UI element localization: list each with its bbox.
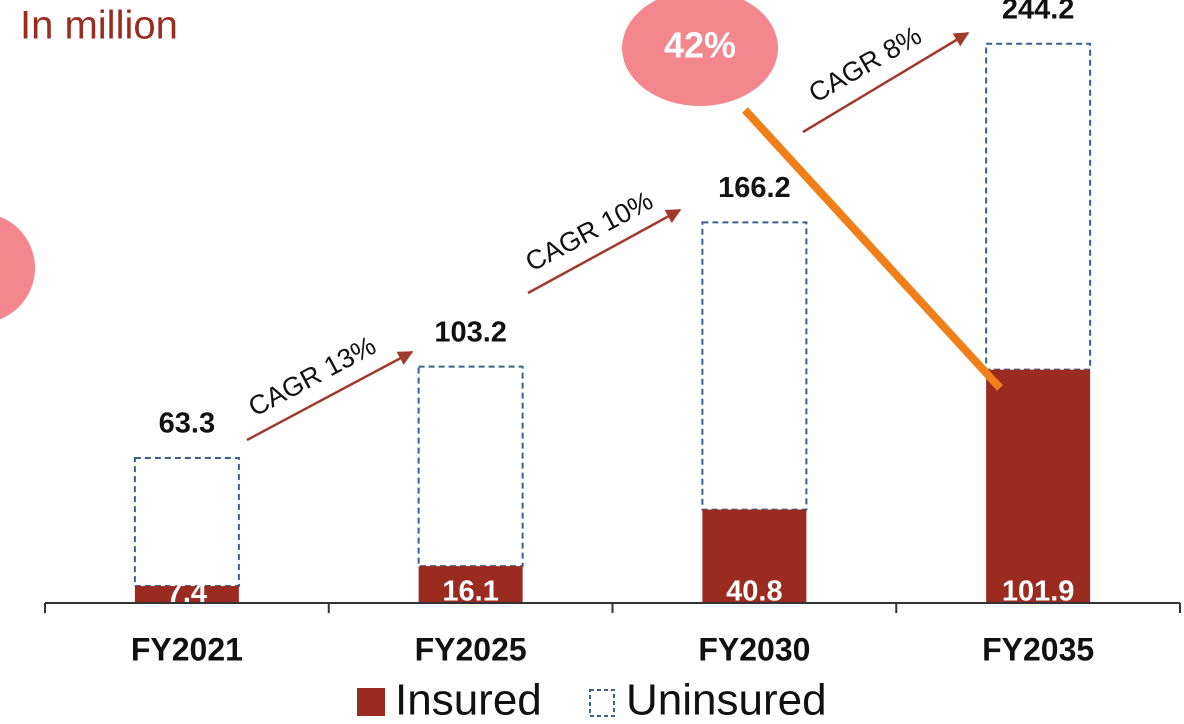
bar-segment	[133, 457, 240, 588]
x-tick-label: FY2025	[415, 631, 527, 667]
arrow	[527, 208, 682, 295]
annotation: CAGR 10%	[520, 185, 657, 277]
total-label: 166.2	[718, 172, 791, 204]
decor-line	[742, 107, 1003, 391]
bar-segment	[417, 365, 524, 568]
arrow	[246, 350, 414, 442]
legend-label: Insured	[395, 676, 542, 724]
x-tick-label: FY2021	[131, 631, 243, 667]
x-tick-label: FY2035	[982, 631, 1094, 667]
annotation: 42%	[664, 25, 736, 66]
bar-segment	[701, 221, 808, 511]
total-label: 63.3	[159, 408, 215, 440]
decor-circle	[622, 0, 778, 106]
legend-swatch	[357, 688, 385, 716]
value-label: 7.4	[167, 577, 207, 609]
legend-swatch	[589, 689, 615, 717]
bar-segment	[418, 566, 523, 603]
annotation: CAGR 13%	[243, 330, 380, 422]
arrow	[802, 31, 970, 134]
bar-segment	[985, 42, 1092, 371]
legend-label: Uninsured	[626, 676, 827, 724]
chart-title: In million	[20, 4, 178, 48]
decor-circle	[0, 216, 35, 320]
bar-segment	[134, 586, 239, 603]
x-tick-label: FY2030	[698, 631, 810, 667]
bar-segment	[986, 369, 1091, 603]
total-label: 103.2	[434, 316, 507, 348]
bar-segment	[702, 509, 807, 603]
total-label: 244.2	[1002, 0, 1075, 25]
